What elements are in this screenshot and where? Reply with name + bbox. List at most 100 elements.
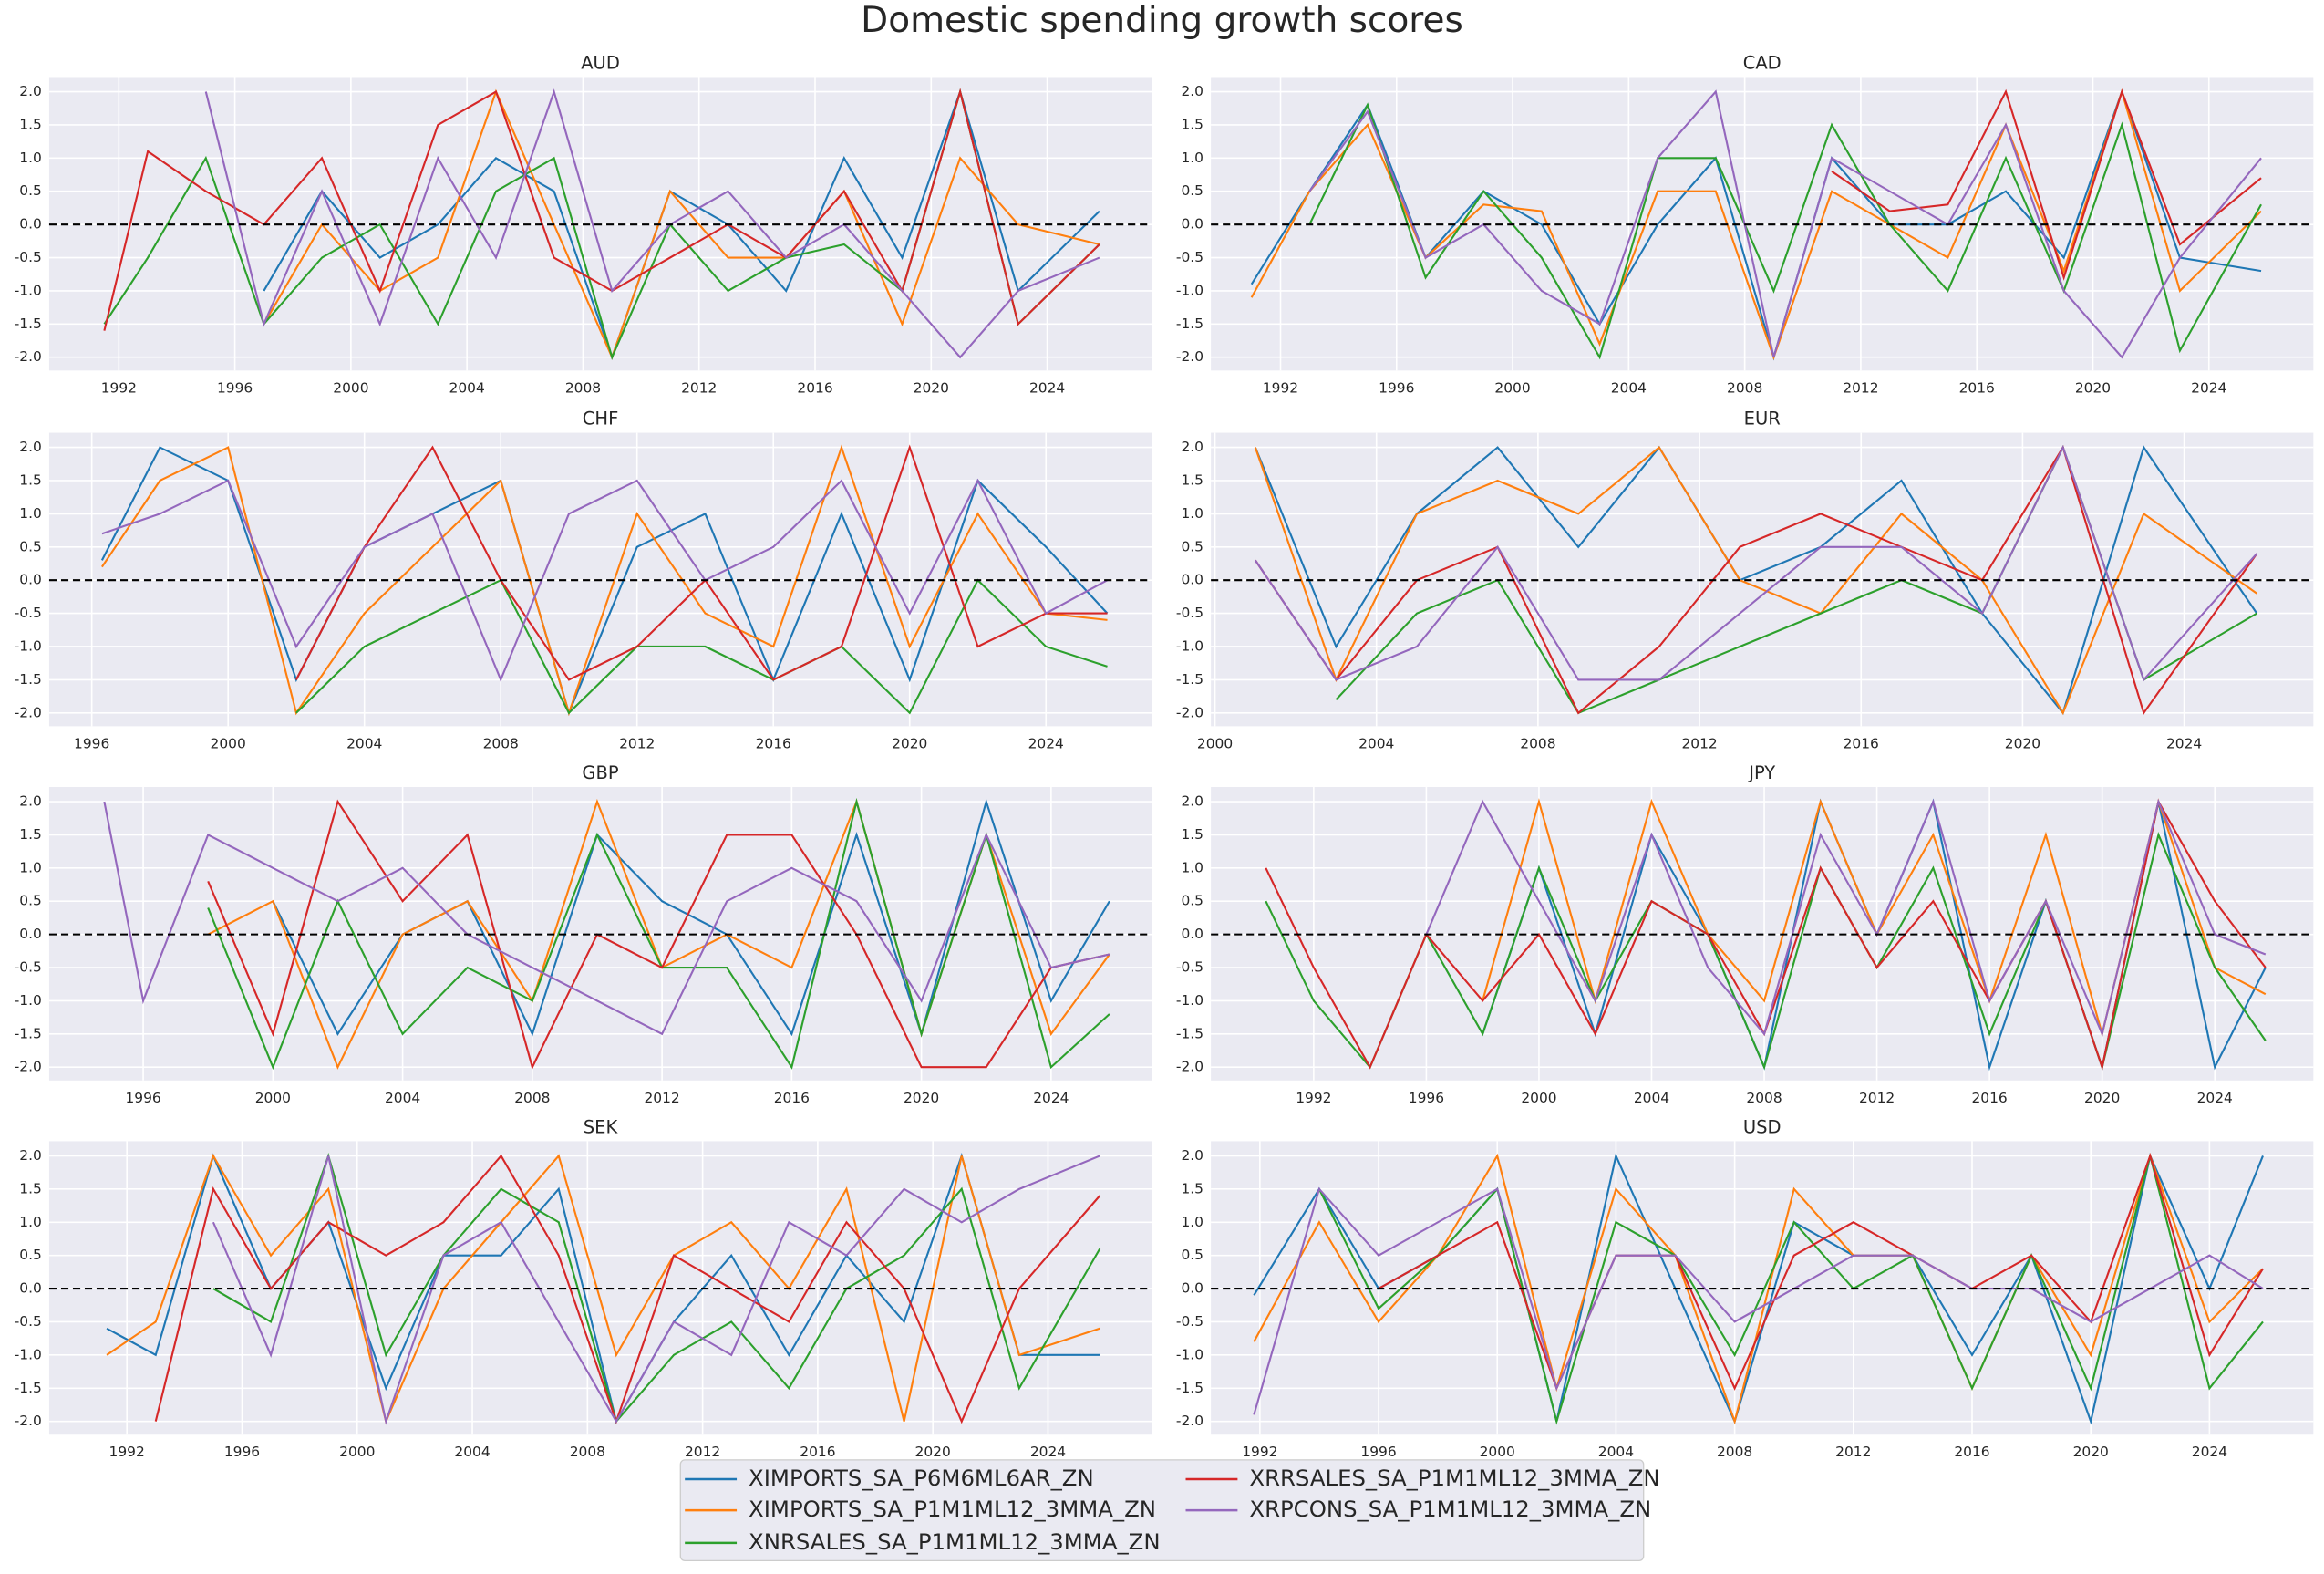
y-tick-label: 0.0 (1181, 1280, 1203, 1297)
x-tick-label: 2024 (2166, 735, 2202, 751)
x-tick-label: 2008 (1727, 379, 1762, 396)
series-line (106, 1152, 1100, 1424)
x-tick-label: 1996 (1379, 379, 1414, 396)
x-tick-label: 1992 (101, 379, 137, 396)
y-tick-label: 0.0 (19, 1280, 42, 1297)
x-tick-label: 2000 (1521, 1090, 1556, 1106)
y-tick-label: 0.0 (19, 572, 42, 588)
panel-title: USD (1743, 1116, 1782, 1137)
series-line (204, 88, 1100, 359)
x-tick-label: 2008 (483, 735, 519, 751)
x-tick-label: 2004 (1358, 735, 1394, 751)
series-line (212, 1155, 1100, 1425)
x-tick-label: 2016 (774, 1090, 810, 1106)
x-tick-label: 2024 (2192, 1444, 2227, 1460)
panel: JPY -2.0 -1.5 -1.0 -0.5 0.0 0.5 1.0 1.5 2.0 1992 19… (1176, 762, 2314, 1106)
x-tick-label: 1992 (1242, 1444, 1277, 1460)
x-tick-label: 2016 (1954, 1444, 1989, 1460)
y-tick-label: 0.5 (19, 893, 42, 909)
y-tick-label: 1.5 (19, 1180, 42, 1196)
panel: AUD -2.0 -1.5 -1.0 -0.5 0.0 0.5 1.0 1.5 2.0 1992 19… (15, 52, 1152, 396)
x-tick-label: 2000 (1197, 735, 1233, 751)
series-line (1378, 1153, 2264, 1392)
x-tick-label: 1996 (1360, 1444, 1396, 1460)
x-tick-label: 2020 (904, 1090, 939, 1106)
x-tick-label: 2000 (333, 379, 368, 396)
x-tick-label: 2012 (619, 735, 655, 751)
y-tick-label: -0.5 (1176, 1313, 1203, 1330)
x-tick-label: 2016 (800, 1444, 835, 1460)
y-tick-label: 1.5 (1181, 116, 1203, 132)
x-tick-label: 2000 (255, 1090, 291, 1106)
y-tick-label: 2.0 (1181, 83, 1203, 99)
y-tick-label: -0.5 (1176, 249, 1203, 265)
y-tick-label: -0.5 (15, 1313, 42, 1330)
series-line (1831, 88, 2262, 281)
series-line (212, 1152, 1101, 1424)
y-tick-label: -2.0 (15, 1059, 42, 1075)
y-tick-label: 1.0 (1181, 505, 1203, 522)
y-tick-label: -0.5 (15, 249, 42, 265)
x-tick-label: 2008 (565, 379, 601, 396)
y-tick-label: 0.0 (1181, 926, 1203, 942)
y-tick-label: 1.0 (19, 859, 42, 875)
legend-label: XRPCONS_SA_P1M1ML12_3MMA_ZN (1249, 1496, 1651, 1522)
panel-title: AUD (581, 52, 620, 73)
x-tick-label: 1996 (224, 1444, 260, 1460)
y-tick-label: -1.0 (15, 282, 42, 298)
x-tick-label: 2020 (2005, 735, 2040, 751)
x-tick-label: 2016 (797, 379, 832, 396)
panel: CHF -2.0 -1.5 -1.0 -0.5 0.0 0.5 1.0 1.5 2.0 1996 20… (15, 408, 1152, 751)
y-tick-label: -1.0 (1176, 1346, 1203, 1362)
x-tick-label: 2008 (1746, 1090, 1782, 1106)
y-tick-label: -2.0 (1176, 704, 1203, 720)
x-tick-label: 1992 (1263, 379, 1298, 396)
y-tick-label: 1.5 (1181, 471, 1203, 488)
y-tick-label: 2.0 (19, 793, 42, 810)
x-tick-label: 2000 (1494, 379, 1530, 396)
x-tick-label: 2004 (385, 1090, 420, 1106)
legend-label: XIMPORTS_SA_P1M1ML12_3MMA_ZN (749, 1496, 1156, 1522)
x-tick-label: 2024 (2197, 1090, 2233, 1106)
y-tick-label: 1.5 (19, 826, 42, 843)
x-tick-label: 2000 (339, 1444, 375, 1460)
y-tick-label: 0.0 (19, 216, 42, 233)
y-tick-label: 2.0 (1181, 793, 1203, 810)
y-tick-label: 0.5 (19, 538, 42, 554)
x-tick-label: 2012 (1835, 1444, 1871, 1460)
x-tick-label: 2024 (1030, 1444, 1066, 1460)
x-tick-label: 2012 (1843, 379, 1878, 396)
y-tick-label: -1.5 (1176, 1380, 1203, 1396)
x-tick-label: 2024 (1029, 379, 1065, 396)
y-tick-label: -1.0 (15, 1346, 42, 1362)
legend-label: XNRSALES_SA_P1M1ML12_3MMA_ZN (749, 1528, 1161, 1555)
series-line (1425, 798, 2267, 1038)
series-line (1254, 444, 2258, 682)
series-line (1308, 89, 2262, 359)
x-tick-label: 2004 (1611, 379, 1647, 396)
x-tick-label: 1996 (125, 1090, 160, 1106)
y-tick-label: 1.5 (1181, 826, 1203, 843)
x-tick-label: 1996 (217, 379, 253, 396)
panel: USD -2.0 -1.5 -1.0 -0.5 0.0 0.5 1.0 1.5 2.0 1992 19… (1176, 1116, 2314, 1460)
y-tick-label: 0.0 (19, 926, 42, 942)
y-tick-label: 1.0 (19, 150, 42, 166)
panel-title: EUR (1744, 408, 1781, 429)
x-tick-label: 2000 (211, 735, 246, 751)
y-tick-label: 0.5 (1181, 893, 1203, 909)
y-tick-label: -1.5 (15, 316, 42, 332)
panel: SEK -2.0 -1.5 -1.0 -0.5 0.0 0.5 1.0 1.5 2.0 1992 19… (15, 1116, 1152, 1460)
x-tick-label: 2024 (1028, 735, 1064, 751)
panel: CAD -2.0 -1.5 -1.0 -0.5 0.0 0.5 1.0 1.5 2.0 1992 19… (1176, 52, 2314, 396)
y-tick-label: -1.5 (15, 1380, 42, 1396)
x-tick-label: 2020 (915, 1444, 951, 1460)
y-tick-label: -1.5 (1176, 671, 1203, 688)
x-tick-label: 2020 (892, 735, 927, 751)
x-tick-label: 2004 (1598, 1444, 1634, 1460)
series-line (207, 799, 1110, 1071)
y-tick-label: -2.0 (1176, 348, 1203, 365)
y-tick-label: 2.0 (19, 439, 42, 455)
x-tick-label: 2004 (1634, 1090, 1669, 1106)
y-tick-label: 1.5 (19, 471, 42, 488)
y-tick-label: 2.0 (1181, 1147, 1203, 1164)
